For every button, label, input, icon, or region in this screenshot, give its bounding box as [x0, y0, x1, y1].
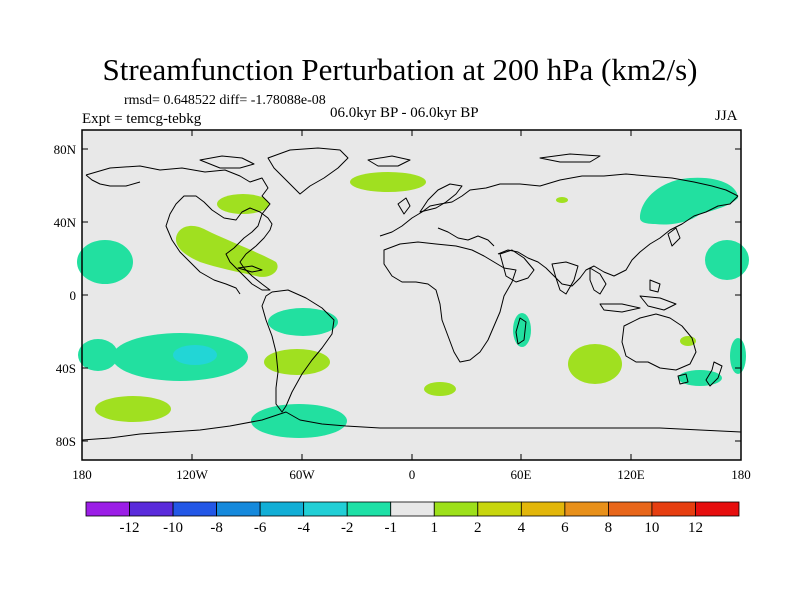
colorbar-swatch: [520, 501, 566, 517]
y-tick-label: 80N: [54, 142, 77, 157]
period-label: 06.0kyr BP - 06.0kyr BP: [330, 105, 479, 121]
colorbar-label: 4: [518, 520, 526, 536]
region-asia-pacific-neg: [640, 177, 738, 225]
colorbar-swatch: [695, 501, 740, 517]
region-s-america-pos: [264, 349, 330, 375]
colorbar-label: 2: [474, 520, 482, 536]
colorbar-label: -12: [120, 520, 140, 536]
colorbar-swatch: [390, 501, 435, 517]
colorbar-swatch: [651, 501, 696, 517]
x-tick-label: 60E: [511, 467, 532, 482]
x-tick-label: 60W: [289, 467, 315, 482]
colorbar-label: 8: [605, 520, 613, 536]
coastlines: [81, 147, 742, 441]
region-far-w-neg: [78, 339, 118, 371]
coast-arctic-islands: [199, 153, 601, 169]
colorbar-swatch: [564, 501, 609, 517]
coast-india: [551, 261, 579, 295]
coast-africa: [383, 241, 517, 363]
y-tick-label: 0: [70, 288, 77, 303]
positive-perturbation-regions: [95, 194, 696, 422]
coast-greenland: [267, 147, 349, 195]
coast-japan: [667, 227, 681, 247]
colorbar-label: 6: [561, 520, 569, 536]
colorbar-labels: -12 -10 -8 -6 -4 -2 -1 1 2 4 6 8 10 12: [120, 520, 703, 536]
y-tick-label: 40S: [56, 361, 76, 376]
coast-arabia: [499, 249, 535, 283]
coast-madagascar: [515, 317, 527, 345]
colorbar-swatch: [85, 501, 130, 517]
region-pacific-east-neg: [77, 240, 133, 284]
x-axis: [81, 130, 742, 460]
colorbar-swatch: [433, 501, 479, 517]
colorbar-label: -8: [210, 520, 223, 536]
colorbar-label: -2: [341, 520, 354, 536]
region-n-america-pos: [175, 225, 278, 277]
colorbar-swatch: [346, 501, 392, 517]
region-indian-ocean-pos: [568, 344, 622, 384]
colorbar-swatch: [172, 501, 218, 517]
x-tick-label: 120E: [617, 467, 645, 482]
colorbar-label: -6: [254, 520, 267, 536]
colorbar-label: -1: [384, 520, 397, 536]
x-tick-label: 180: [72, 467, 92, 482]
region-s-pacific-neg: [268, 308, 338, 336]
coast-caribbean: [237, 265, 263, 273]
region-s-atlantic-pos: [424, 382, 456, 396]
colorbar-swatch: [259, 501, 305, 517]
region-far-e-neg: [730, 338, 746, 374]
colorbar-swatch: [216, 501, 261, 517]
colorbar: [85, 501, 740, 517]
coast-uk: [397, 197, 411, 215]
y-tick-label: 40N: [54, 215, 77, 230]
y-tick-label: 80S: [56, 434, 76, 449]
coast-north-america: [85, 165, 273, 295]
coast-australia: [621, 313, 697, 385]
y-axis: [82, 148, 741, 442]
colorbar-swatch: [477, 501, 522, 517]
coast-new-zealand: [705, 361, 723, 387]
region-n-atlantic-positive: [350, 172, 426, 192]
colorbar-label: 1: [431, 520, 439, 536]
region-europe-pos: [556, 197, 568, 203]
region-tasman-neg: [678, 370, 722, 386]
coast-south-america: [261, 289, 335, 413]
region-s-pacific-pos: [95, 396, 171, 422]
coast-se-asia: [589, 267, 677, 313]
coast-eurasia: [379, 173, 739, 287]
colorbar-swatch: [608, 501, 653, 517]
negative-perturbation-regions: [77, 172, 749, 438]
coast-antarctica: [81, 411, 742, 441]
region-w-pacific-neg: [705, 240, 749, 280]
x-tick-label: 120W: [176, 467, 209, 482]
season-label: JJA: [715, 108, 738, 124]
colorbar-label: -10: [163, 520, 183, 536]
x-tick-label: 0: [409, 467, 416, 482]
colorbar-swatch: [129, 501, 174, 517]
colorbar-label: 12: [688, 520, 703, 536]
colorbar-swatch: [303, 501, 348, 517]
x-tick-label: 180: [731, 467, 751, 482]
region-antarctic-neg: [251, 404, 347, 438]
colorbar-label: -4: [297, 520, 310, 536]
coast-scandinavia: [419, 183, 463, 213]
region-sw-pacific-core: [173, 345, 217, 365]
colorbar-label: 10: [644, 520, 659, 536]
experiment-label: Expt = temcg-tebkg: [82, 111, 202, 127]
region-greenland-pos: [217, 194, 269, 214]
plot-title: Streamfunction Perturbation at 200 hPa (…: [102, 52, 698, 87]
stats-label: rmsd= 0.648522 diff= -1.78088e-08: [124, 93, 326, 108]
